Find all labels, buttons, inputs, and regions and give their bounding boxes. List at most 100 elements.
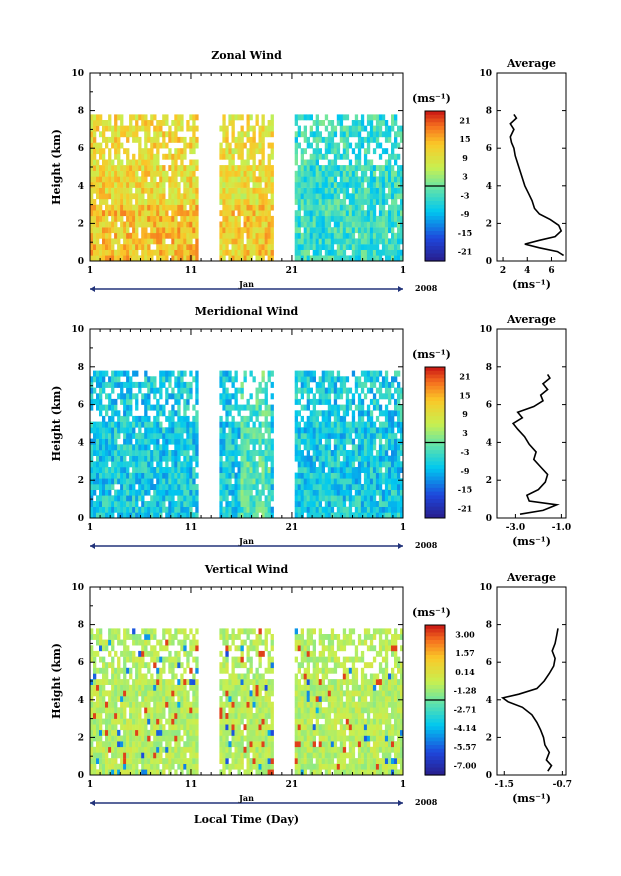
heatmap-cell xyxy=(123,398,127,405)
heatmap-cell xyxy=(123,628,127,635)
heatmap-cell xyxy=(225,221,229,228)
heatmap-cell xyxy=(192,472,196,479)
heatmap-cell xyxy=(378,489,383,496)
heatmap-cell xyxy=(294,255,298,262)
heatmap-cell xyxy=(237,495,241,502)
heatmap-cell xyxy=(318,484,322,490)
heatmap-cell xyxy=(297,376,301,383)
heatmap-cell xyxy=(336,404,341,411)
heatmap-cell xyxy=(336,512,341,519)
heatmap-cell xyxy=(264,182,268,188)
heatmap-cell xyxy=(162,679,166,685)
heatmap-cell xyxy=(267,495,271,502)
heatmap-cell xyxy=(303,159,307,166)
heatmap-cell xyxy=(183,165,187,171)
heatmap-cell xyxy=(135,421,139,428)
heatmap-cell xyxy=(231,495,235,502)
heatmap-cell xyxy=(255,238,259,245)
heatmap-cell xyxy=(114,763,118,770)
heatmap-cell xyxy=(135,415,139,422)
heatmap-cell xyxy=(231,415,235,422)
heatmap-cell xyxy=(189,467,193,473)
heatmap-cell xyxy=(303,182,307,188)
heatmap-cell xyxy=(99,221,103,228)
heatmap-cell xyxy=(345,165,350,171)
heatmap-cell xyxy=(357,472,362,479)
heatmap-cell xyxy=(315,120,319,126)
heatmap-cell xyxy=(312,506,316,513)
heatmap-cell xyxy=(234,512,238,519)
heatmap-cell xyxy=(165,398,169,405)
heatmap-cell xyxy=(306,176,310,183)
heatmap-cell xyxy=(294,148,298,155)
heatmap-cell xyxy=(306,455,310,462)
heatmap-cell xyxy=(360,244,365,250)
heatmap-cell xyxy=(111,170,115,177)
heatmap-cell xyxy=(384,415,389,422)
heatmap-cell xyxy=(150,232,154,239)
heatmap-cell xyxy=(186,724,190,731)
heatmap-cell xyxy=(267,210,271,217)
heatmap-cell xyxy=(162,645,166,652)
heatmap-cell xyxy=(147,210,151,217)
heatmap-cell xyxy=(267,232,271,239)
heatmap-cell xyxy=(384,159,389,166)
heatmap-cell xyxy=(159,204,163,211)
heatmap-cell xyxy=(315,187,319,194)
heatmap-cell xyxy=(267,438,271,445)
heatmap-cell xyxy=(252,484,256,490)
heatmap-cell xyxy=(351,199,356,205)
heatmap-cell xyxy=(177,199,181,205)
heatmap-cell xyxy=(297,427,301,434)
heatmap-cell xyxy=(345,455,350,462)
heatmap-cell xyxy=(294,187,298,194)
heatmap-cell xyxy=(174,724,178,731)
heatmap-cell xyxy=(117,713,121,719)
heatmap-cell xyxy=(105,120,109,126)
heatmap-cell xyxy=(228,478,232,485)
heatmap-cell xyxy=(144,746,148,753)
heatmap-cell xyxy=(270,255,274,262)
heatmap-cell xyxy=(360,501,365,507)
heatmap-cell xyxy=(159,684,163,691)
heatmap-cell xyxy=(234,393,238,400)
heatmap-cell xyxy=(249,393,253,400)
heatmap-cell xyxy=(225,455,229,462)
heatmap-cell xyxy=(397,193,401,200)
heatmap-cell xyxy=(129,495,133,502)
heatmap-cell xyxy=(111,370,115,377)
heatmap-cell xyxy=(306,255,310,262)
heatmap-cell xyxy=(183,495,187,502)
heatmap-cell xyxy=(249,204,253,211)
heatmap-cell xyxy=(394,221,398,228)
heatmap-cell xyxy=(189,461,193,468)
heatmap-cell xyxy=(162,735,166,742)
heatmap-cell xyxy=(147,752,151,759)
heatmap-cell xyxy=(123,438,127,445)
heatmap-cell xyxy=(381,182,386,188)
heatmap-cell xyxy=(156,718,160,725)
heatmap-cell xyxy=(369,467,374,473)
heatmap-cell xyxy=(138,667,142,674)
heatmap-cell xyxy=(360,232,365,239)
heatmap-cell xyxy=(117,114,121,121)
heatmap-cell xyxy=(195,410,199,417)
heatmap-cell xyxy=(135,215,139,222)
heatmap-cell xyxy=(117,461,121,468)
heatmap-cell xyxy=(135,393,139,400)
heatmap-cell xyxy=(129,696,133,702)
heatmap-cell xyxy=(363,381,368,388)
heatmap-cell xyxy=(186,489,190,496)
heatmap-cell xyxy=(333,182,338,188)
heatmap-cell xyxy=(306,142,310,149)
heatmap-cell xyxy=(117,199,121,205)
heatmap-cell xyxy=(345,204,350,211)
heatmap-cell xyxy=(138,455,142,462)
heatmap-cell xyxy=(111,176,115,183)
heatmap-cell xyxy=(102,662,106,669)
heatmap-cell xyxy=(102,461,106,468)
heatmap-cell xyxy=(348,450,353,456)
heatmap-cell xyxy=(225,410,229,417)
heatmap-cell xyxy=(105,758,109,764)
heatmap-cell xyxy=(156,415,160,422)
